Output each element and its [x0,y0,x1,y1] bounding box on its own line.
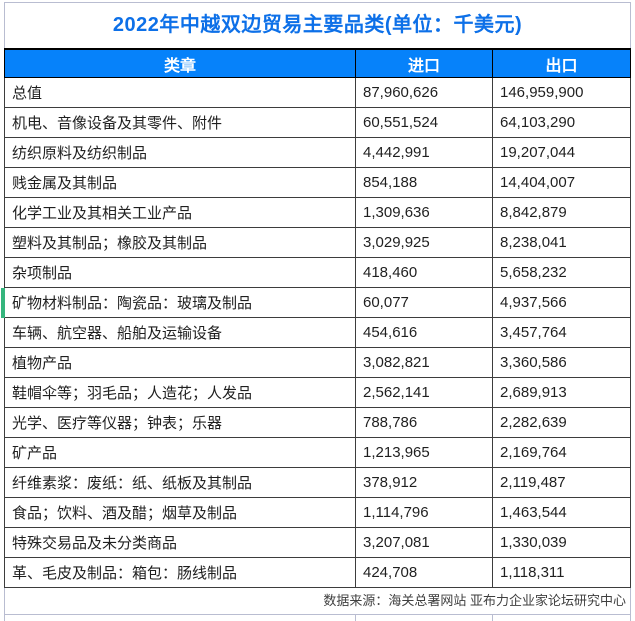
cell-import: 418,460 [355,257,493,288]
table-row: 革、毛皮及制品：箱包：肠线制品 424,708 1,118,311 [4,557,631,588]
cell-category: 矿产品 [4,437,356,468]
cell-category: 矿物材料制品：陶瓷品：玻璃及制品 [4,287,356,318]
page-title: 2022年中越双边贸易主要品类(单位：千美元) [112,14,523,36]
cell-import: 3,082,821 [355,347,493,378]
cell-category: 革、毛皮及制品：箱包：肠线制品 [4,557,356,588]
table-header-row: 类章 进口 出口 [4,48,631,78]
table-row: 机电、音像设备及其零件、附件 60,551,524 64,103,290 [4,107,631,138]
cell-category: 杂项制品 [4,257,356,288]
cell-category: 食品；饮料、酒及醋；烟草及制品 [4,497,356,528]
cell-import: 60,077 [355,287,493,318]
cell-export: 3,360,586 [492,347,631,378]
table-row: 车辆、航空器、船舶及运输设备 454,616 3,457,764 [4,317,631,348]
col-header-import: 进口 [355,48,493,78]
cell-import: 60,551,524 [355,107,493,138]
cell-export: 2,169,764 [492,437,631,468]
cell-export: 14,404,007 [492,167,631,198]
cell-export: 1,118,311 [492,557,631,588]
cell-category: 机电、音像设备及其零件、附件 [4,107,356,138]
cell-export: 3,457,764 [492,317,631,348]
col-header-export: 出口 [492,48,631,78]
green-row-marker [1,288,5,318]
cell-category: 鞋帽伞等；羽毛品；人造花；人发品 [4,377,356,408]
cell-import: 378,912 [355,467,493,498]
cell-export: 2,119,487 [492,467,631,498]
cell-category: 纤维素浆：废纸：纸、纸板及其制品 [4,467,356,498]
cell-category: 贱金属及其制品 [4,167,356,198]
cell-category: 植物产品 [4,347,356,378]
cell-export: 4,937,566 [492,287,631,318]
cell-category: 车辆、航空器、船舶及运输设备 [4,317,356,348]
cell-export: 8,842,879 [492,197,631,228]
gridline-stub-col2 [492,614,493,621]
cell-import: 454,616 [355,317,493,348]
table-row: 鞋帽伞等；羽毛品；人造花；人发品 2,562,141 2,689,913 [4,377,631,408]
cell-export: 1,463,544 [492,497,631,528]
cell-import: 1,213,965 [355,437,493,468]
cell-export: 19,207,044 [492,137,631,168]
table-row: 矿物材料制品：陶瓷品：玻璃及制品 60,077 4,937,566 [4,287,631,318]
cell-import: 1,309,636 [355,197,493,228]
table-row: 特殊交易品及未分类商品 3,207,081 1,330,039 [4,527,631,558]
table-row: 化学工业及其相关工业产品 1,309,636 8,842,879 [4,197,631,228]
cell-import: 2,562,141 [355,377,493,408]
cell-import: 788,786 [355,407,493,438]
table-row: 植物产品 3,082,821 3,360,586 [4,347,631,378]
cell-export: 64,103,290 [492,107,631,138]
cell-category: 总值 [4,77,356,108]
cell-category: 化学工业及其相关工业产品 [4,197,356,228]
table-row: 总值 87,960,626 146,959,900 [4,77,631,108]
cell-category: 光学、医疗等仪器；钟表；乐器 [4,407,356,438]
table-row: 纺织原料及纺织制品 4,442,991 19,207,044 [4,137,631,168]
cell-export: 2,689,913 [492,377,631,408]
table-row: 光学、医疗等仪器；钟表；乐器 788,786 2,282,639 [4,407,631,438]
cell-export: 8,238,041 [492,227,631,258]
cell-export: 2,282,639 [492,407,631,438]
cell-import: 424,708 [355,557,493,588]
cell-import: 3,207,081 [355,527,493,558]
cell-category: 塑料及其制品；橡胶及其制品 [4,227,356,258]
cell-export: 146,959,900 [492,77,631,108]
gridline-stub-col1 [355,614,356,621]
gridline-footer-bottom [4,614,631,615]
table-body: 总值 87,960,626 146,959,900 机电、音像设备及其零件、附件 60,… [4,77,631,588]
cell-import: 1,114,796 [355,497,493,528]
gridline-top [4,2,631,3]
table-row: 纤维素浆：废纸：纸、纸板及其制品 378,912 2,119,487 [4,467,631,498]
cell-import: 854,188 [355,167,493,198]
cell-import: 4,442,991 [355,137,493,168]
table-row: 矿产品 1,213,965 2,169,764 [4,437,631,468]
cell-export: 5,658,232 [492,257,631,288]
cell-import: 87,960,626 [355,77,493,108]
data-source-note: 数据来源：海关总署网站 亚布力企业家论坛研究中心 [323,593,626,608]
table-row: 塑料及其制品；橡胶及其制品 3,029,925 8,238,041 [4,227,631,258]
cell-import: 3,029,925 [355,227,493,258]
cell-category: 特殊交易品及未分类商品 [4,527,356,558]
trade-table: 类章 进口 出口 总值 87,960,626 146,959,900 机电、音像设备及… [4,48,631,588]
cell-export: 1,330,039 [492,527,631,558]
table-row: 贱金属及其制品 854,188 14,404,007 [4,167,631,198]
col-header-category: 类章 [4,48,356,78]
table-row: 杂项制品 418,460 5,658,232 [4,257,631,288]
cell-category: 纺织原料及纺织制品 [4,137,356,168]
table-row: 食品；饮料、酒及醋；烟草及制品 1,114,796 1,463,544 [4,497,631,528]
